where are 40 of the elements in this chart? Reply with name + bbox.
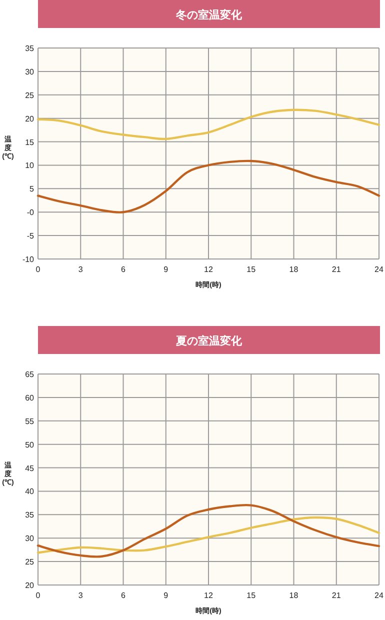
x-tick-label: 18: [289, 265, 299, 274]
x-tick-label: 21: [332, 265, 342, 274]
chart-title: 冬の室温変化: [175, 8, 243, 22]
y-tick-label: 50: [25, 440, 35, 450]
y-tick-label: 60: [25, 393, 35, 402]
x-tick-label: 9: [164, 591, 169, 600]
x-tick-label: 24: [374, 265, 384, 274]
y-tick-label: -0: [26, 208, 35, 218]
y-tick-label: 30: [25, 67, 35, 76]
y-tick-label: 35: [25, 44, 35, 53]
x-tick-label: 12: [204, 265, 214, 274]
x-tick-label: 24: [374, 591, 384, 600]
y-tick-label: -5: [26, 232, 35, 241]
y-tick-label: 15: [25, 138, 35, 147]
x-tick-label: 15: [246, 591, 256, 600]
y-tick-label: 10: [25, 161, 35, 170]
x-tick-label: 0: [36, 591, 41, 600]
chart-title: 夏の室温変化: [175, 334, 243, 348]
y-tick-label: 25: [25, 90, 35, 100]
x-tick-label: 21: [332, 591, 342, 600]
x-tick-label: 18: [289, 591, 299, 600]
y-tick-label: 65: [25, 370, 35, 379]
y-tick-label: 5: [30, 184, 35, 194]
y-tick-label: 45: [25, 464, 35, 473]
x-tick-label: 3: [78, 591, 84, 600]
y-tick-label: 30: [25, 534, 35, 544]
y-tick-label: 20: [25, 114, 35, 124]
x-tick-label: 9: [164, 265, 169, 274]
x-tick-label: 3: [78, 265, 84, 274]
y-tick-label: 40: [25, 487, 35, 496]
x-tick-label: 0: [36, 265, 41, 274]
y-tick-label: 20: [25, 581, 35, 590]
y-tick-label: 25: [25, 558, 35, 567]
y-tick-label: 55: [25, 416, 35, 426]
x-tick-label: 15: [246, 265, 256, 274]
x-tick-label: 6: [121, 591, 126, 600]
y-tick-label: 35: [25, 510, 35, 520]
x-tick-label: 12: [204, 591, 214, 600]
y-tick-label: -10: [22, 255, 35, 264]
x-tick-label: 6: [121, 265, 126, 274]
